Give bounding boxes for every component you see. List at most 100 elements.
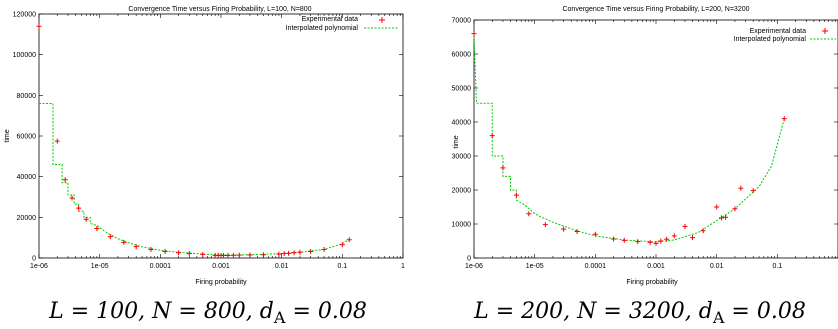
experimental-data-point — [62, 177, 68, 183]
experimental-data-point — [690, 235, 696, 241]
experimental-data-point — [621, 237, 627, 243]
experimental-data-point — [653, 240, 659, 246]
x-tick-label: 1 — [401, 263, 405, 270]
chart-left-title: Convergence Time versus Firing Probabili… — [128, 6, 311, 13]
chart-left-x-ticks: 1e-06 1e-05 0.0001 0.001 0.01 0.1 1 — [30, 14, 405, 270]
experimental-data-point — [647, 239, 653, 245]
chart-left-legend-interpolated: Interpolated polynomial — [286, 25, 359, 32]
chart-right-legend-experimental: Experimental data — [750, 28, 807, 35]
chart-right-experimental-points — [471, 31, 787, 246]
chart-left-plot-frame — [38, 13, 404, 259]
chart-left-interpolated-line — [39, 102, 350, 256]
experimental-data-point — [321, 246, 327, 252]
chart-left-experimental-points — [36, 23, 352, 259]
experimental-data-point — [542, 222, 548, 228]
experimental-data-point — [346, 237, 352, 243]
chart-right-ylabel: time — [453, 135, 460, 148]
experimental-data-point — [94, 226, 100, 232]
experimental-data-point — [281, 251, 287, 257]
chart-right-y-ticks: 0 10000 20000 30000 40000 50000 60000 70000 — [452, 18, 838, 263]
experimental-data-point — [489, 133, 495, 139]
y-tick-label: 0 — [467, 256, 471, 263]
chart-right-caption: L = 200, N = 3200, dA = 0.08 — [473, 299, 806, 327]
experimental-data-point — [221, 253, 227, 259]
experimental-data-point — [200, 251, 206, 257]
experimental-data-point — [635, 239, 641, 245]
interpolated-polynomial-line — [39, 102, 350, 256]
experimental-data-point — [592, 231, 598, 237]
experimental-data-point — [121, 239, 127, 245]
experimental-data-point — [107, 234, 113, 240]
x-tick-label: 1e-06 — [465, 263, 483, 270]
experimental-data-point — [500, 165, 506, 171]
y-tick-label: 60000 — [17, 134, 37, 141]
chart-left-caption: L = 100, N = 800, dA = 0.08 — [48, 299, 367, 327]
experimental-data-point — [308, 248, 314, 254]
y-tick-label: 40000 — [17, 174, 37, 181]
experimental-data-point — [297, 249, 303, 255]
experimental-data-point — [230, 252, 236, 258]
y-tick-label: 20000 — [17, 215, 37, 222]
chart-right-xlabel: Firing probability — [626, 279, 678, 286]
chart-right: Convergence Time versus Firing Probabili… — [452, 6, 838, 327]
experimental-data-point — [671, 233, 677, 239]
experimental-data-point — [176, 250, 182, 256]
experimental-data-point — [750, 188, 756, 194]
y-tick-label: 80000 — [17, 93, 37, 100]
chart-right-legend: Experimental data Interpolated polynomia… — [734, 28, 836, 43]
chart-left-y-ticks: 0 20000 40000 60000 80000 100000 120000 — [13, 12, 403, 263]
x-tick-label: 1e-05 — [526, 263, 544, 270]
experimental-data-point — [658, 238, 664, 244]
experimental-data-point — [291, 250, 297, 256]
chart-left: Convergence Time versus Firing Probabili… — [4, 6, 405, 327]
y-tick-label: 70000 — [452, 18, 472, 25]
x-tick-label: 0.001 — [647, 263, 665, 270]
experimental-data-point — [76, 205, 82, 211]
experimental-data-point — [526, 211, 532, 217]
chart-left-legend: Experimental data Interpolated polynomia… — [286, 16, 398, 32]
chart-right-x-ticks: 1e-06 1e-05 0.0001 0.001 0.01 0.1 — [465, 20, 838, 270]
experimental-data-point — [664, 236, 670, 242]
x-tick-label: 1e-06 — [30, 263, 48, 270]
experimental-data-point — [513, 192, 519, 198]
x-tick-label: 0.001 — [212, 263, 230, 270]
experimental-data-point — [700, 228, 706, 234]
x-tick-label: 0.1 — [772, 263, 782, 270]
experimental-data-point — [148, 246, 154, 252]
experimental-data-point — [561, 226, 567, 232]
y-tick-label: 100000 — [13, 52, 36, 59]
chart-right-interpolated-line — [473, 36, 785, 243]
x-tick-label: 0.01 — [275, 263, 289, 270]
experimental-data-point — [723, 214, 729, 220]
chart-right-legend-interpolated: Interpolated polynomial — [734, 36, 807, 43]
chart-right-legend-marker-experimental — [822, 28, 828, 34]
y-tick-label: 40000 — [452, 120, 472, 127]
experimental-data-point — [339, 242, 345, 248]
experimental-data-point — [69, 195, 75, 201]
experimental-data-point — [83, 216, 89, 222]
experimental-data-point — [471, 31, 477, 37]
experimental-data-point — [781, 116, 787, 122]
chart-left-ylabel: time — [4, 129, 11, 142]
y-tick-label: 60000 — [452, 52, 472, 59]
experimental-data-point — [276, 251, 282, 257]
y-tick-label: 0 — [32, 256, 36, 263]
x-tick-label: 0.0001 — [150, 263, 172, 270]
chart-left-xlabel: Firing probability — [195, 279, 247, 286]
x-tick-label: 1e-05 — [91, 263, 109, 270]
y-tick-label: 20000 — [452, 188, 472, 195]
experimental-data-point — [186, 251, 192, 257]
y-tick-label: 10000 — [452, 222, 472, 229]
experimental-data-point — [133, 244, 139, 250]
x-tick-label: 0.1 — [337, 263, 347, 270]
y-tick-label: 120000 — [13, 12, 36, 19]
experimental-data-point — [574, 228, 580, 234]
experimental-data-point — [260, 252, 266, 258]
chart-left-legend-marker-experimental — [379, 17, 385, 23]
experimental-data-point — [714, 204, 720, 210]
experimental-data-point — [718, 215, 724, 221]
chart-left-legend-experimental: Experimental data — [302, 16, 359, 23]
experimental-data-point — [225, 253, 231, 259]
experimental-data-point — [738, 185, 744, 191]
